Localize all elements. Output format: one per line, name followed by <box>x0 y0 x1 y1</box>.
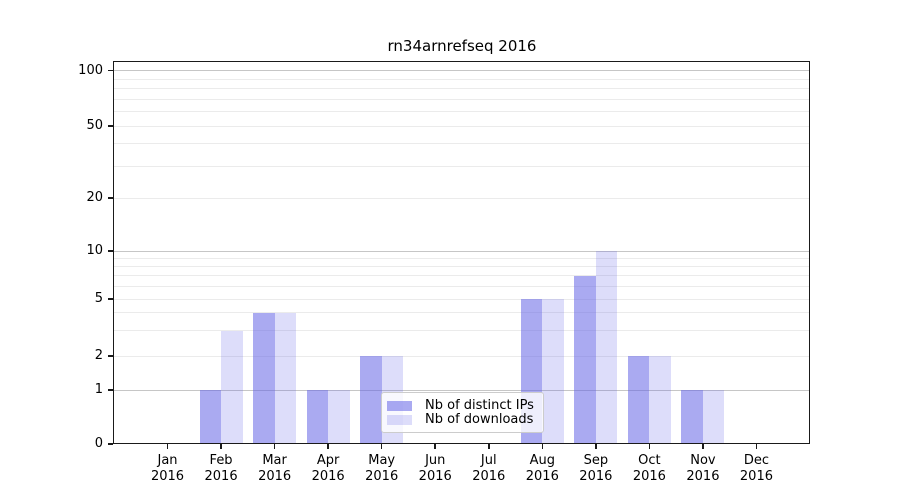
minor-gridline <box>114 257 810 259</box>
y-tick-mark <box>108 125 113 127</box>
x-tick-year-label: 2016 <box>204 469 238 484</box>
minor-gridline <box>114 330 810 332</box>
minor-gridline <box>114 165 810 167</box>
y-tick-mark <box>108 197 113 199</box>
y-tick-mark <box>108 69 113 72</box>
bar-distinct-ips-nov <box>681 390 703 443</box>
x-tick-mark <box>380 444 383 449</box>
x-tick-year-label: 2016 <box>365 469 399 484</box>
legend-entry-downloads: Nb of downloads <box>387 412 537 427</box>
bar-distinct-ips-mar <box>253 312 275 443</box>
bar-distinct-ips-sep <box>574 275 596 443</box>
minor-gridline <box>114 275 810 277</box>
y-tick-label: 20 <box>86 190 103 205</box>
legend-label-distinct-ips: Nb of distinct IPs <box>425 398 534 413</box>
y-tick-label: 10 <box>86 243 103 258</box>
y-tick-label: 2 <box>94 348 103 363</box>
y-tick-label: 100 <box>78 62 103 78</box>
minor-gridline <box>114 265 810 267</box>
x-tick-year-label: 2016 <box>686 469 720 484</box>
x-tick-mark <box>220 444 222 449</box>
minor-gridline <box>114 197 810 199</box>
x-tick-year-label: 2016 <box>579 469 613 484</box>
minor-gridline <box>114 143 810 145</box>
bar-downloads-apr <box>328 390 350 443</box>
x-tick-label-apr: Apr 2016 <box>296 453 360 485</box>
y-tick-mark <box>108 389 113 391</box>
legend: Nb of distinct IPs Nb of downloads <box>381 392 544 433</box>
x-tick-year-label: 2016 <box>472 469 506 484</box>
minor-gridline <box>114 285 810 287</box>
x-tick-year-label: 2016 <box>258 469 292 484</box>
plot-area <box>113 61 810 444</box>
legend-swatch-downloads <box>387 414 412 425</box>
bar-downloads-mar <box>274 312 297 443</box>
bar-distinct-ips-feb <box>199 390 222 443</box>
major-gridline <box>114 250 810 252</box>
legend-label-downloads: Nb of downloads <box>425 412 534 427</box>
x-tick-label-jul: Jul 2016 <box>457 453 521 485</box>
legend-swatch-distinct-ips <box>387 400 412 411</box>
x-tick-label-may: May 2016 <box>350 453 414 485</box>
y-tick-mark <box>108 298 113 300</box>
bar-distinct-ips-may <box>360 356 382 443</box>
x-tick-label-aug: Aug 2016 <box>510 453 574 485</box>
x-tick-label-jan: Jan 2016 <box>136 453 200 485</box>
x-tick-mark <box>702 444 704 449</box>
x-tick-label-dec: Dec 2016 <box>724 453 788 485</box>
x-tick-mark <box>166 444 169 449</box>
minor-gridline <box>114 312 810 314</box>
minor-gridline <box>114 88 810 89</box>
x-tick-label-oct: Oct 2016 <box>617 453 681 485</box>
minor-gridline <box>114 98 810 100</box>
x-tick-year-label: 2016 <box>632 469 666 484</box>
legend-entry-distinct-ips: Nb of distinct IPs <box>387 398 537 413</box>
bar-distinct-ips-oct <box>627 356 650 443</box>
y-tick-mark <box>108 355 113 357</box>
minor-gridline <box>114 125 810 127</box>
y-tick-label: 0 <box>94 436 103 451</box>
x-tick-mark <box>488 444 490 449</box>
y-tick-label: 5 <box>94 291 103 306</box>
x-tick-mark <box>755 444 758 449</box>
x-tick-label-nov: Nov 2016 <box>671 453 735 485</box>
y-tick-mark <box>108 443 113 445</box>
bar-downloads-oct <box>649 356 671 443</box>
minor-gridline <box>114 298 810 300</box>
bar-downloads-aug <box>542 299 564 443</box>
x-tick-label-sep: Sep 2016 <box>564 453 628 485</box>
chart-title: rn34arnrefseq 2016 <box>387 37 537 55</box>
x-tick-year-label: 2016 <box>311 469 345 484</box>
y-tick-label: 1 <box>94 382 103 397</box>
x-tick-year-label: 2016 <box>418 469 452 484</box>
y-tick-label: 50 <box>86 118 103 133</box>
x-tick-label-jun: Jun 2016 <box>403 453 467 485</box>
bar-downloads-sep <box>595 251 618 443</box>
x-tick-mark <box>595 444 597 449</box>
x-tick-mark <box>541 444 544 449</box>
minor-gridline <box>114 78 810 80</box>
x-tick-mark <box>327 444 329 449</box>
x-tick-mark <box>434 444 436 449</box>
x-tick-label-mar: Mar 2016 <box>243 453 307 485</box>
minor-gridline <box>114 355 810 357</box>
major-gridline <box>114 70 810 72</box>
major-gridline <box>114 389 810 391</box>
x-tick-label-feb: Feb 2016 <box>189 453 253 485</box>
x-tick-year-label: 2016 <box>525 469 559 484</box>
minor-gridline <box>114 110 810 112</box>
x-tick-mark <box>648 444 651 449</box>
bar-distinct-ips-apr <box>306 390 329 443</box>
bar-downloads-feb <box>221 330 243 443</box>
x-tick-year-label: 2016 <box>150 469 185 484</box>
x-tick-mark <box>273 444 276 449</box>
bar-downloads-nov <box>702 390 725 443</box>
x-tick-year-label: 2016 <box>739 469 773 484</box>
y-tick-mark <box>108 250 113 252</box>
